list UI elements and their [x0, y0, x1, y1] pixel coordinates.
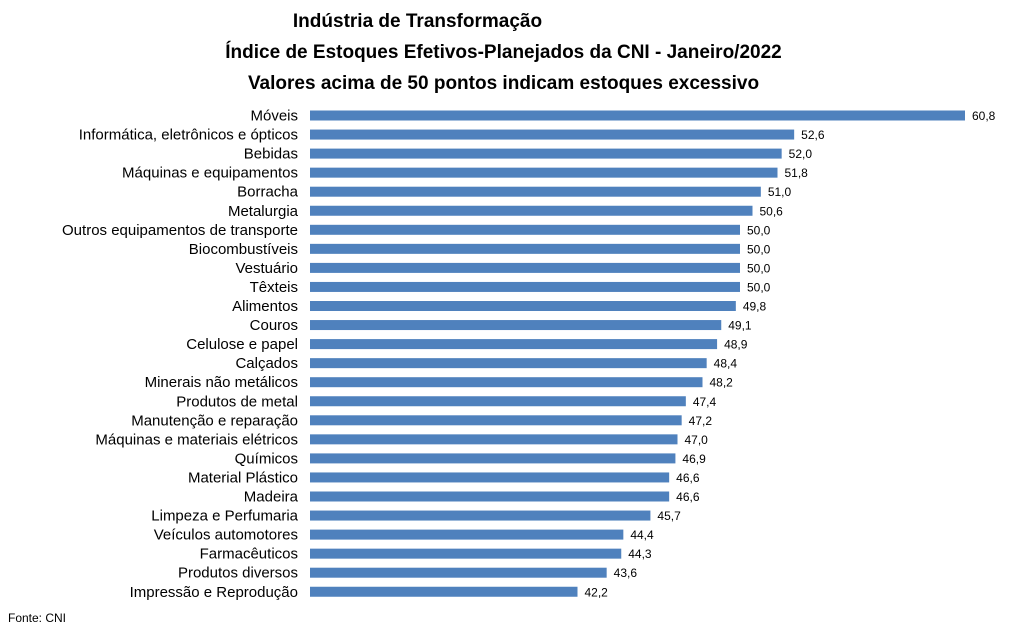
chart-subtitle: Índice de Estoques Efetivos-Planejados d…	[225, 42, 782, 63]
value-label: 42,2	[585, 585, 609, 599]
bar	[310, 377, 703, 388]
bar	[310, 339, 718, 350]
value-label: 48,9	[724, 338, 748, 352]
value-label: 48,2	[710, 376, 734, 390]
category-label: Têxteis	[250, 279, 298, 296]
bar	[310, 510, 651, 521]
category-label: Celulose e papel	[186, 336, 298, 353]
category-label: Informática, eletrônicos e ópticos	[79, 127, 298, 144]
category-label: Biocombustíveis	[189, 241, 298, 258]
bar	[310, 529, 624, 540]
value-label: 49,1	[728, 319, 752, 333]
category-label: Material Plástico	[188, 469, 298, 486]
bar	[310, 167, 778, 178]
value-label: 44,3	[628, 547, 652, 561]
value-label: 48,4	[714, 357, 738, 371]
bar	[310, 491, 670, 502]
value-label: 51,0	[768, 185, 792, 199]
value-label: 50,0	[747, 280, 771, 294]
bar	[310, 186, 761, 197]
bar	[310, 548, 622, 559]
value-label: 47,4	[693, 395, 717, 409]
category-label: Impressão e Reprodução	[130, 584, 298, 601]
category-label: Manutenção e reparação	[131, 412, 298, 429]
category-label: Outros equipamentos de transporte	[62, 222, 298, 239]
value-label: 46,6	[676, 471, 700, 485]
category-label: Móveis	[250, 108, 298, 125]
category-label: Minerais não metálicos	[145, 374, 298, 391]
category-label: Produtos diversos	[178, 565, 298, 582]
category-label: Produtos de metal	[176, 393, 298, 410]
bar	[310, 110, 965, 121]
bar	[310, 358, 707, 369]
category-label: Borracha	[237, 184, 299, 201]
value-label: 44,4	[630, 528, 654, 542]
bar	[310, 567, 607, 578]
category-label: Vestuário	[235, 260, 298, 277]
category-label: Limpeza e Perfumaria	[151, 508, 298, 525]
value-label: 46,6	[676, 490, 700, 504]
category-labels: Móveis Informática, eletrônicos e ópticos…	[62, 108, 299, 601]
value-label: 52,0	[789, 147, 813, 161]
category-label: Alimentos	[232, 298, 298, 315]
bar	[310, 129, 795, 140]
category-label: Máquinas e equipamentos	[122, 165, 298, 182]
value-label: 52,6	[801, 128, 825, 142]
bar	[310, 453, 676, 464]
bar	[310, 396, 686, 407]
value-label: 50,6	[760, 204, 784, 218]
value-label: 51,8	[785, 166, 809, 180]
bars	[310, 110, 965, 597]
bar	[310, 224, 740, 235]
value-label: 47,2	[689, 414, 713, 428]
value-label: 43,6	[614, 566, 638, 580]
value-label: 46,9	[682, 452, 706, 466]
bar	[310, 301, 736, 311]
category-label: Madeira	[244, 489, 299, 506]
bar	[310, 472, 670, 483]
chart-title: Indústria de Transformação	[292, 11, 543, 32]
bar	[310, 281, 740, 292]
bar	[310, 148, 782, 159]
bar	[310, 262, 740, 273]
bar	[310, 586, 578, 597]
value-label: 49,8	[743, 300, 767, 314]
category-label: Farmacêuticos	[200, 546, 298, 563]
category-label: Máquinas e materiais elétricos	[95, 431, 298, 448]
category-label: Bebidas	[244, 146, 298, 163]
value-label: 60,8	[972, 109, 996, 123]
bar	[310, 243, 740, 254]
chart-subtitle-note: Valores acima de 50 pontos indicam estoq…	[247, 73, 760, 94]
bar	[310, 434, 678, 445]
category-label: Químicos	[235, 450, 298, 467]
category-label: Couros	[250, 317, 298, 334]
bar	[310, 205, 753, 216]
bar	[310, 415, 682, 426]
value-label: 45,7	[657, 509, 681, 523]
category-label: Calçados	[235, 355, 298, 372]
value-label: 50,0	[747, 223, 771, 237]
category-label: Metalurgia	[228, 203, 299, 220]
value-label: 50,0	[747, 261, 771, 275]
source-note: Fonte: CNI	[8, 611, 67, 625]
value-label: 47,0	[685, 433, 709, 447]
value-labels: 60,8 52,6 52,0 51,8 51,0 50,6 50,0 50,0 50,0 50,0…	[585, 109, 996, 599]
value-label: 50,0	[747, 242, 771, 256]
category-label: Veículos automotores	[154, 527, 298, 544]
bar	[310, 320, 722, 331]
